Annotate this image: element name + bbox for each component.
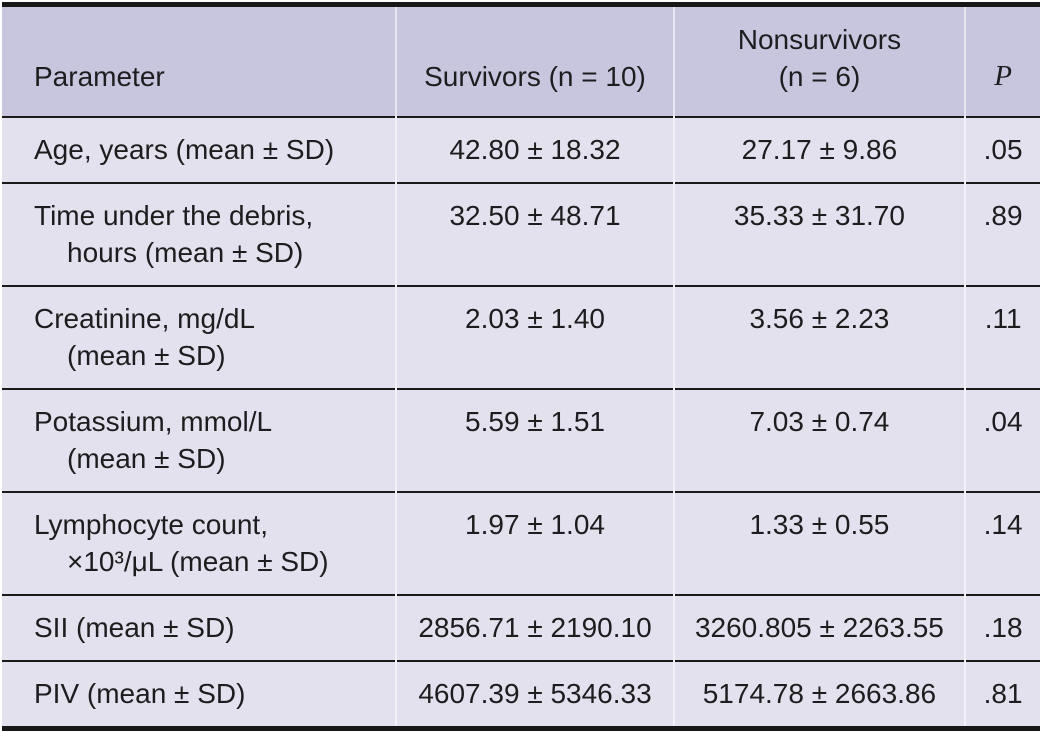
table-row-potassium: Potassium, mmol/L (mean ± SD) 5.59 ± 1.5… (2, 389, 1040, 492)
table-header-row: Parameter Survivors (n = 10) Nonsurvivor… (2, 4, 1040, 117)
nonsurvivors-value: 7.03 ± 0.74 (672, 389, 966, 492)
table-row-creatinine: Creatinine, mg/dL (mean ± SD) 2.03 ± 1.4… (2, 286, 1040, 389)
survivors-value: 1.97 ± 1.04 (395, 492, 674, 595)
survivors-value: 2.03 ± 1.40 (395, 286, 674, 389)
parameter-label: Age, years (mean ± SD) (34, 134, 335, 165)
parameter-label: Potassium, mmol/L (34, 406, 273, 437)
parameter-label: SII (mean ± SD) (34, 612, 235, 643)
parameter-cell: Time under the debris, hours (mean ± SD) (2, 183, 397, 286)
col-header-survivors: Survivors (n = 10) (395, 4, 674, 117)
survivors-value: 4607.39 ± 5346.33 (395, 661, 674, 729)
nonsurvivors-value: 5174.78 ± 2663.86 (672, 661, 966, 729)
nonsurvivors-value: 1.33 ± 0.55 (672, 492, 966, 595)
col-header-parameter-label: Parameter (34, 61, 165, 92)
p-value: .04 (964, 389, 1040, 492)
parameter-cell: Lymphocyte count, ×10³/μL (mean ± SD) (2, 492, 397, 595)
parameter-cell: Age, years (mean ± SD) (2, 117, 397, 183)
table-row-age: Age, years (mean ± SD) 42.80 ± 18.32 27.… (2, 117, 1040, 183)
parameter-label: Time under the debris, (34, 200, 314, 231)
parameter-label-line2: hours (mean ± SD) (67, 237, 304, 268)
parameter-cell: PIV (mean ± SD) (2, 661, 397, 729)
parameter-label-line2: (mean ± SD) (67, 443, 226, 474)
p-value: .11 (964, 286, 1040, 389)
p-value: .14 (964, 492, 1040, 595)
parameter-cell: SII (mean ± SD) (2, 595, 397, 661)
parameter-cell: Creatinine, mg/dL (mean ± SD) (2, 286, 397, 389)
p-value: .81 (964, 661, 1040, 729)
survivors-value: 2856.71 ± 2190.10 (395, 595, 674, 661)
table-row-piv: PIV (mean ± SD) 4607.39 ± 5346.33 5174.7… (2, 661, 1040, 729)
table-row-sii: SII (mean ± SD) 2856.71 ± 2190.10 3260.8… (2, 595, 1040, 661)
parameter-label: Lymphocyte count, (34, 509, 268, 540)
parameter-label-line2: (mean ± SD) (67, 340, 226, 371)
survivors-value: 32.50 ± 48.71 (395, 183, 674, 286)
parameter-label: Creatinine, mg/dL (34, 303, 256, 334)
parameter-label-line2: ×10³/μL (mean ± SD) (67, 546, 329, 577)
parameter-cell: Potassium, mmol/L (mean ± SD) (2, 389, 397, 492)
nonsurvivors-value: 3.56 ± 2.23 (672, 286, 966, 389)
col-header-p-value: P (964, 4, 1040, 117)
table-row-lymphocyte-count: Lymphocyte count, ×10³/μL (mean ± SD) 1.… (2, 492, 1040, 595)
nonsurvivors-value: 3260.805 ± 2263.55 (672, 595, 966, 661)
survivors-value: 42.80 ± 18.32 (395, 117, 674, 183)
col-header-survivors-label: Survivors (n = 10) (424, 61, 646, 92)
table-row-time-under-debris: Time under the debris, hours (mean ± SD)… (2, 183, 1040, 286)
nonsurvivors-value: 35.33 ± 31.70 (672, 183, 966, 286)
p-value: .05 (964, 117, 1040, 183)
col-header-parameter: Parameter (2, 4, 397, 117)
col-header-nonsurvivors: Nonsurvivors (n = 6) (672, 4, 966, 117)
parameter-label: PIV (mean ± SD) (34, 678, 246, 709)
col-header-nonsurvivors-label-line2: (n = 6) (778, 61, 861, 92)
col-header-p-label: P (994, 60, 1012, 92)
nonsurvivors-value: 27.17 ± 9.86 (672, 117, 966, 183)
col-header-nonsurvivors-label-line1: Nonsurvivors (737, 24, 902, 55)
p-value: .18 (964, 595, 1040, 661)
p-value: .89 (964, 183, 1040, 286)
survivors-value: 5.59 ± 1.51 (395, 389, 674, 492)
